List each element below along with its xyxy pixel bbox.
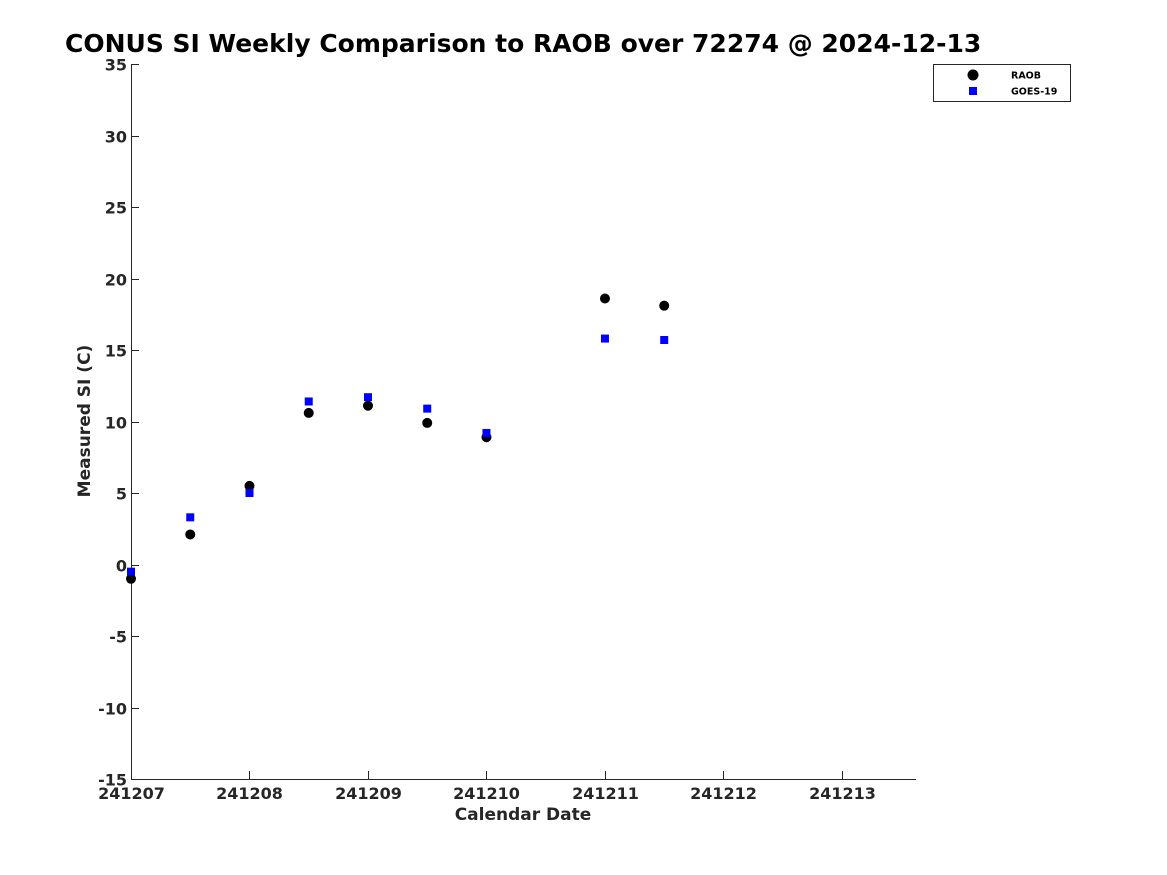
x-tick-label: 241213 [809, 784, 876, 803]
raob-point [244, 480, 255, 491]
raob-point [659, 300, 670, 311]
x-tick-label: 241209 [335, 784, 402, 803]
raob-point [599, 293, 610, 304]
y-tick-label: 35 [105, 56, 127, 75]
y-tick-label: 30 [105, 128, 127, 147]
raob-point [303, 407, 314, 418]
y-axis-label: Measured SI (C) [75, 345, 95, 498]
x-tick-label: 241208 [216, 784, 283, 803]
raob-point [422, 417, 433, 428]
goes19-point [186, 513, 195, 522]
y-tick-label: 10 [105, 414, 127, 433]
goes19-point [127, 567, 135, 576]
axes [131, 64, 916, 780]
goes19-point [363, 393, 372, 402]
y-tick-label: -10 [98, 700, 127, 719]
legend-box [933, 64, 1071, 102]
goes19-point [600, 334, 609, 343]
y-ticks: 35 30 25 20 15 10 5 0 -5 -10 -15 [98, 56, 139, 790]
goes19-point [304, 397, 313, 406]
raob-point [126, 573, 136, 584]
x-tick-label: 241212 [690, 784, 757, 803]
y-tick-label: -5 [109, 628, 127, 647]
y-tick-label: 5 [116, 485, 127, 504]
x-tick-label: 241211 [572, 784, 639, 803]
data-points [126, 293, 670, 584]
goes19-point [482, 428, 491, 437]
y-tick-label: -15 [98, 771, 127, 790]
goes19-point [660, 335, 669, 344]
y-tick-label: 15 [105, 342, 127, 361]
x-ticks: 241207 241208 241209 241210 241211 241212 2412… [98, 771, 876, 803]
legend-raob-marker [967, 69, 979, 81]
chart-title: CONUS SI Weekly Comparison to RAOB over … [65, 29, 981, 58]
x-tick-label: 241210 [453, 784, 520, 803]
goes19-point [423, 404, 432, 413]
y-tick-label: 0 [116, 557, 127, 576]
legend: RAOB GOES-19 [933, 64, 1071, 102]
legend-goes19-label: GOES-19 [1011, 87, 1057, 98]
y-tick-label: 20 [105, 271, 127, 290]
legend-goes19-marker [969, 87, 977, 95]
x-axis-label: Calendar Date [455, 805, 592, 825]
y-tick-label: 25 [105, 199, 127, 218]
x-tick-label: 241207 [98, 784, 165, 803]
raob-point [362, 400, 373, 411]
legend-raob-label: RAOB [1011, 71, 1041, 82]
goes19-point [245, 489, 254, 497]
raob-point [185, 529, 196, 540]
